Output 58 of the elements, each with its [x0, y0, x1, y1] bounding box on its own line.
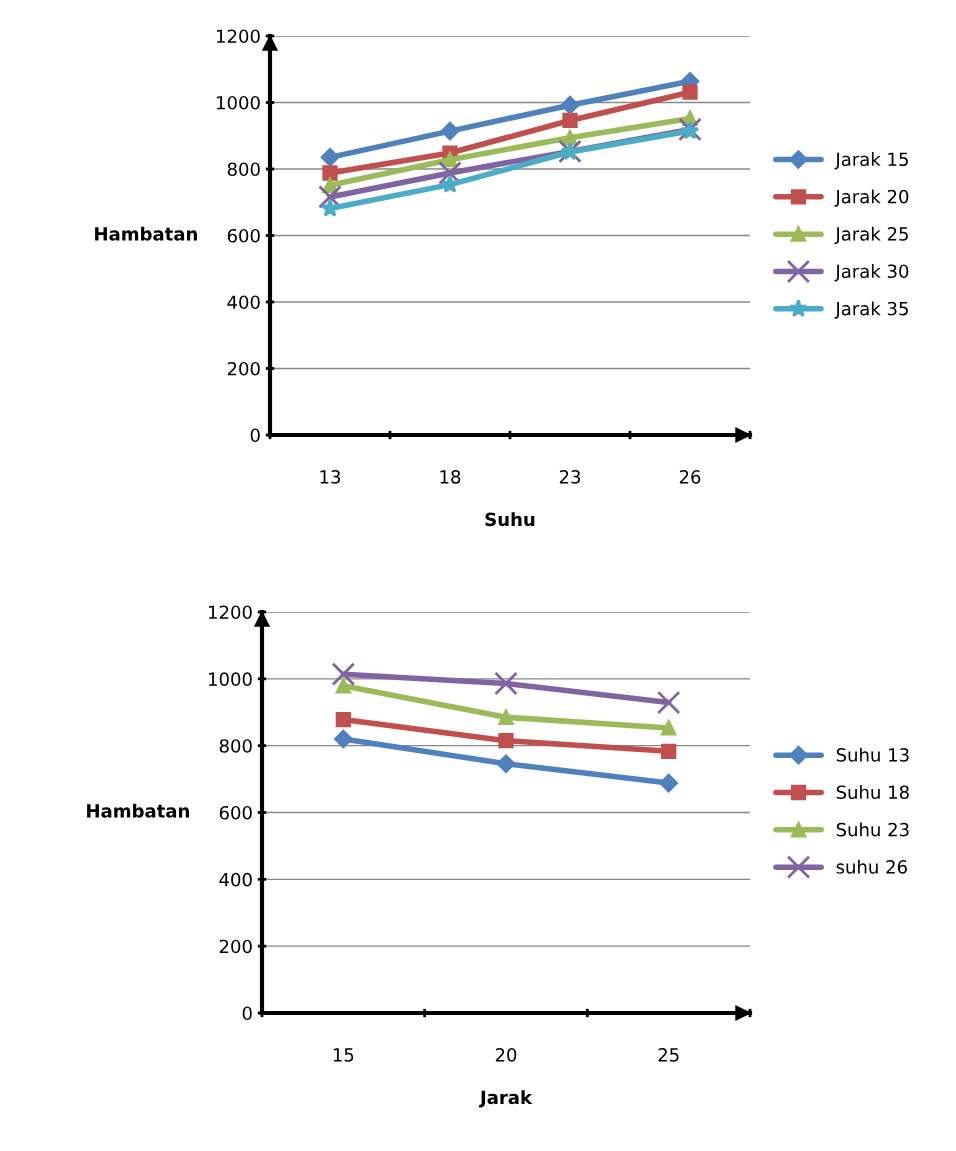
point	[440, 121, 460, 141]
legend-label: Jarak 25	[834, 226, 908, 245]
y-tick-label: 400	[219, 872, 252, 887]
point	[661, 720, 677, 736]
y-axis-title: Hambatan	[87, 803, 189, 818]
y-tick-label: 600	[227, 228, 260, 243]
x-tick-label: 18	[440, 470, 461, 484]
point	[440, 174, 460, 193]
y-tick-label: 1000	[217, 95, 260, 110]
point	[438, 161, 462, 185]
x-axis-title: Jarak	[478, 1090, 533, 1108]
point	[560, 95, 580, 115]
y-tick-label: 1200	[209, 605, 252, 620]
y-tick-label: 200	[219, 939, 252, 954]
x-tick-label: 26	[679, 470, 701, 484]
point	[562, 130, 578, 146]
x-axis-title: Suhu	[485, 512, 535, 527]
legend-label: Suhu 18	[836, 785, 909, 800]
legend-label: Jarak 30	[834, 264, 909, 282]
y-tick-label: 800	[219, 739, 252, 753]
y-tick-label: 1000	[209, 672, 252, 686]
y-tick-label: 800	[227, 162, 260, 177]
point	[682, 84, 698, 100]
point	[496, 754, 516, 773]
legend-label: Suhu 13	[836, 747, 909, 762]
x-tick-label: 13	[320, 470, 341, 484]
legend-label: suhu 26	[836, 859, 907, 874]
point	[322, 165, 338, 181]
point	[494, 671, 518, 696]
point	[318, 185, 342, 209]
legend-label: Jarak 35	[834, 301, 908, 319]
point	[661, 743, 677, 759]
point	[335, 711, 351, 728]
point	[320, 148, 340, 167]
point	[335, 678, 351, 694]
x-tick-label: 20	[495, 1048, 517, 1062]
legend-label: Jarak 15	[834, 152, 908, 170]
x-tick-label: 15	[333, 1048, 354, 1062]
point	[498, 733, 514, 749]
y-tick-label: 0	[250, 428, 260, 443]
y-tick-label: 1200	[217, 29, 260, 44]
y-tick-label: 0	[242, 1006, 252, 1021]
point	[562, 112, 578, 129]
point	[334, 729, 353, 749]
x-tick-label: 23	[559, 470, 581, 484]
point	[498, 709, 514, 725]
point	[659, 773, 678, 793]
legend-label: Suhu 23	[836, 822, 909, 837]
y-tick-label: 200	[227, 361, 260, 376]
y-tick-label: 400	[227, 295, 260, 310]
point	[331, 662, 356, 686]
point	[320, 198, 340, 217]
y-axis-title: Hambatan	[95, 226, 197, 241]
point	[442, 152, 458, 168]
point	[656, 690, 681, 715]
y-tick-label: 600	[219, 805, 252, 820]
legend-label: Jarak 20	[834, 189, 909, 207]
x-tick-label: 25	[658, 1048, 679, 1062]
